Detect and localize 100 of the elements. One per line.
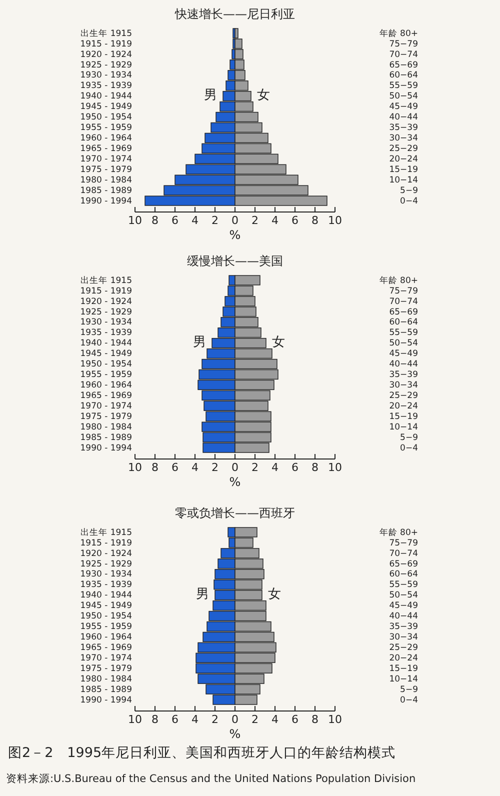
y2-tick-label: 70−74 xyxy=(389,548,418,559)
y2-tick-label: 75−79 xyxy=(389,286,418,296)
x-tick-label: 2 xyxy=(252,214,258,227)
y-tick-label: 1985 - 1989 xyxy=(80,186,132,196)
y2-tick-label: 35−39 xyxy=(389,123,418,134)
x-tick-label: 8 xyxy=(312,713,318,726)
y2-tick-label: 30−34 xyxy=(389,380,418,391)
y2-tick-label: 70−74 xyxy=(389,296,418,307)
x-tick-label: 6 xyxy=(292,214,298,227)
x-axis-title: % xyxy=(229,727,241,741)
y-tick-label: 1930 - 1934 xyxy=(80,318,132,328)
y-tick-label: 1950 - 1954 xyxy=(80,360,132,370)
y2-tick-label: 50−54 xyxy=(389,590,418,601)
chart-title: 零或负增长——西班牙 xyxy=(175,506,295,520)
x-tick-label: 10 xyxy=(128,214,142,227)
x-tick-label: 10 xyxy=(128,713,142,726)
y2-tick-label: 15−19 xyxy=(389,164,418,175)
x-tick-label: 4 xyxy=(272,713,278,726)
y-tick-label: 出生年 1915 xyxy=(80,526,132,538)
y2-tick-label: 45−49 xyxy=(389,102,418,112)
y2-tick-label: 25−29 xyxy=(389,643,418,654)
y-tick-label: 1960 - 1964 xyxy=(80,134,132,144)
x-tick-label: 0 xyxy=(232,713,238,726)
y-tick-label: 1945 - 1949 xyxy=(80,601,132,612)
y2-tick-label: 25−29 xyxy=(389,144,418,154)
y2-tick-label: 25−29 xyxy=(389,391,418,402)
y2-tick-label: 40−44 xyxy=(389,112,418,123)
y2-tick-label: 75−79 xyxy=(389,39,418,50)
y-tick-label: 1955 - 1959 xyxy=(80,123,132,134)
series-label: 女 xyxy=(272,335,285,350)
y2-tick-label: 5−9 xyxy=(400,432,418,443)
y2-tick-label: 55−59 xyxy=(389,81,418,92)
y-tick-label: 1965 - 1969 xyxy=(80,391,132,402)
y-tick-label: 1960 - 1964 xyxy=(80,380,132,391)
chart-title: 快速增长——尼日利亚 xyxy=(174,7,295,21)
series-label: 男 xyxy=(193,335,206,350)
y-tick-label: 1990 - 1994 xyxy=(80,196,132,206)
x-tick-label: 4 xyxy=(272,214,278,227)
y-tick-label: 1955 - 1959 xyxy=(80,622,132,632)
series-label: 男 xyxy=(196,587,209,602)
text: 资料来源:U.S.Bureau of the Census and the United Nations Population Division xyxy=(6,772,416,785)
y-tick-label: 1950 - 1954 xyxy=(80,612,132,622)
y-tick-label: 出生年 1915 xyxy=(80,274,132,286)
y2-tick-label: 10−14 xyxy=(389,422,418,432)
y-tick-label: 1990 - 1994 xyxy=(80,695,132,706)
y-tick-label: 1915 - 1919 xyxy=(80,538,132,548)
x-tick-label: 2 xyxy=(252,461,258,474)
y-tick-label: 1930 - 1934 xyxy=(80,70,132,81)
y2-tick-label: 75−79 xyxy=(389,538,418,548)
y-tick-label: 1990 - 1994 xyxy=(80,443,132,454)
x-tick-label: 6 xyxy=(172,214,178,227)
y2-tick-label: 65−69 xyxy=(389,60,418,70)
x-tick-label: 6 xyxy=(292,713,298,726)
y-tick-label: 1965 - 1969 xyxy=(80,643,132,654)
y2-tick-label: 30−34 xyxy=(389,632,418,643)
x-tick-label: 4 xyxy=(272,461,278,474)
y-tick-label: 1970 - 1974 xyxy=(80,154,132,164)
x-tick-label: 4 xyxy=(192,214,198,227)
x-axis-title: % xyxy=(229,475,241,489)
y2-tick-label: 10−14 xyxy=(389,674,418,684)
series-label: 女 xyxy=(268,587,281,602)
y2-tick-label: 60−64 xyxy=(389,70,418,81)
y2-tick-label: 50−54 xyxy=(389,338,418,349)
y2-tick-label: 35−39 xyxy=(389,622,418,632)
y2-tick-label: 年龄 80+ xyxy=(379,28,418,39)
y-tick-label: 1915 - 1919 xyxy=(80,39,132,50)
y2-tick-label: 0−4 xyxy=(400,443,418,454)
series-label: 女 xyxy=(257,88,270,104)
y-tick-label: 1945 - 1949 xyxy=(80,102,132,112)
x-tick-label: 8 xyxy=(152,214,158,227)
y2-tick-label: 30−34 xyxy=(389,134,418,144)
y-tick-label: 1935 - 1939 xyxy=(80,328,132,338)
y-tick-label: 1935 - 1939 xyxy=(80,580,132,590)
x-tick-label: 6 xyxy=(172,461,178,474)
y2-tick-label: 55−59 xyxy=(389,328,418,338)
series-label: 男 xyxy=(204,88,217,104)
y-tick-label: 1920 - 1924 xyxy=(80,296,132,307)
x-tick-label: 4 xyxy=(192,713,198,726)
x-tick-label: 10 xyxy=(328,713,342,726)
x-tick-label: 2 xyxy=(212,214,218,227)
chart-title: 缓慢增长——美国 xyxy=(187,254,283,268)
y2-tick-label: 60−64 xyxy=(389,318,418,328)
x-tick-label: 8 xyxy=(312,461,318,474)
y2-tick-label: 55−59 xyxy=(389,580,418,590)
y-tick-label: 1920 - 1924 xyxy=(80,548,132,559)
y-tick-label: 1940 - 1944 xyxy=(80,338,132,349)
y-tick-label: 1980 - 1984 xyxy=(80,674,132,684)
y2-tick-label: 5−9 xyxy=(400,684,418,695)
y-tick-label: 1955 - 1959 xyxy=(80,370,132,380)
y-tick-label: 1925 - 1929 xyxy=(80,559,132,570)
x-axis-title: % xyxy=(229,228,241,242)
y-tick-label: 1975 - 1979 xyxy=(80,412,132,422)
y-tick-label: 1940 - 1944 xyxy=(80,590,132,601)
y2-tick-label: 70−74 xyxy=(389,50,418,60)
y2-tick-label: 20−24 xyxy=(389,402,418,412)
x-tick-label: 2 xyxy=(252,713,258,726)
caption: 图2－2 1995年尼日利亚、美国和西班牙人口的年龄结构模式 xyxy=(8,745,396,761)
x-tick-label: 10 xyxy=(328,214,342,227)
y2-tick-label: 15−19 xyxy=(389,664,418,674)
y2-tick-label: 10−14 xyxy=(389,175,418,186)
